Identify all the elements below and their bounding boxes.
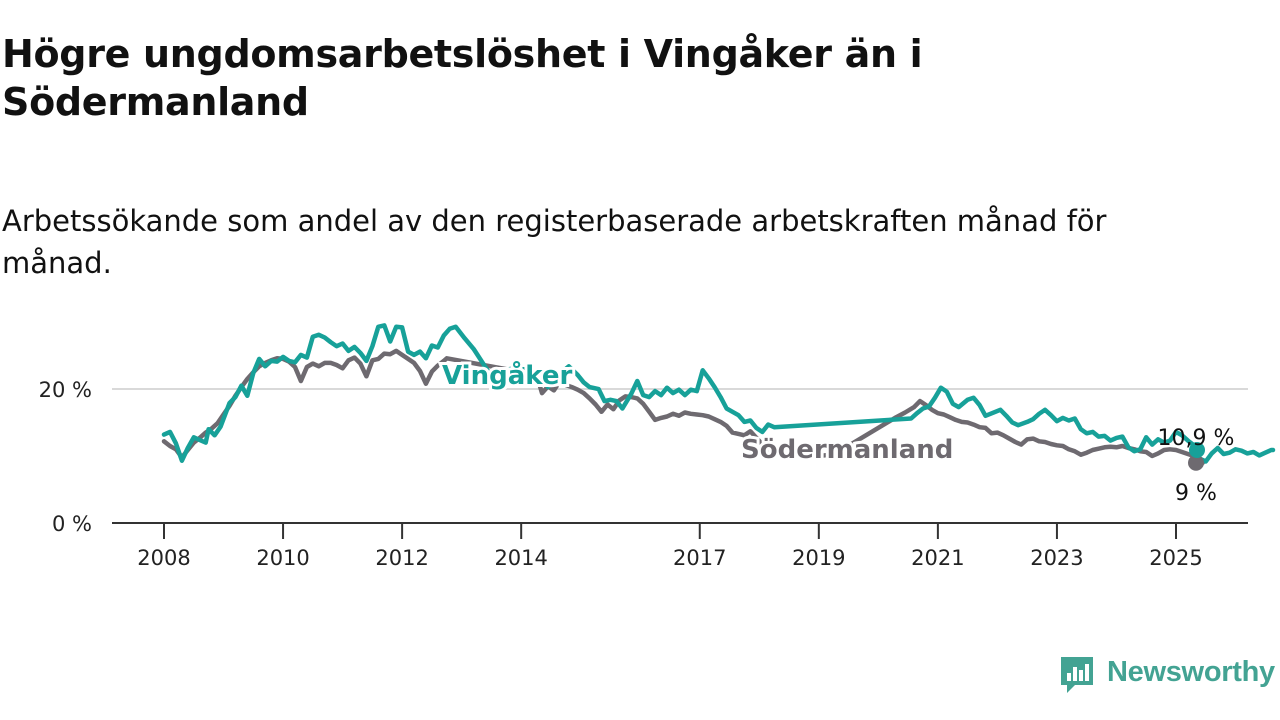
- series-line-sodermanland: [161, 348, 1206, 465]
- x-tick-label: 2014: [494, 546, 547, 570]
- newsworthy-logo: Newsworthy: [1059, 655, 1279, 695]
- chart-subtitle: Arbetssökande som andel av den registerb…: [2, 204, 1107, 280]
- x-tick-label: 2010: [256, 546, 309, 570]
- x-tick-label: 2017: [673, 546, 726, 570]
- end-value-sodermanland: 9 %: [1175, 481, 1217, 506]
- end-marker-vingaker: [1189, 442, 1205, 459]
- x-tick-label: 2021: [911, 546, 964, 570]
- x-axis: 2008 2010 2012 2014 2017 2019 2021 2023 2025: [112, 522, 1248, 570]
- brand-name: Newsworthy: [1107, 656, 1275, 688]
- x-tick-label: 2019: [792, 546, 845, 570]
- series-line-vingaker: [161, 323, 1276, 464]
- series-label-sodermanland: Södermanland: [741, 435, 953, 465]
- series-label-vingaker: Vingåker: [442, 359, 572, 391]
- x-tick-label: 2012: [375, 546, 428, 570]
- end-value-vingaker: 10,9 %: [1158, 426, 1235, 451]
- newsworthy-logo-icon: [1061, 657, 1093, 693]
- chart-title: Högre ungdomsarbetslöshet i Vingåker än …: [2, 32, 923, 124]
- end-marker-sodermanland: [1188, 454, 1204, 471]
- y-tick-label: 20 %: [39, 378, 92, 402]
- y-tick-label: 0 %: [52, 512, 92, 536]
- series-labels: Vingåker Södermanland 10,9 % 9 %: [439, 356, 1235, 506]
- series-layer: [161, 323, 1276, 471]
- x-tick-label: 2023: [1030, 546, 1083, 570]
- x-tick-label: 2008: [137, 546, 190, 570]
- x-tick-label: 2025: [1149, 546, 1202, 570]
